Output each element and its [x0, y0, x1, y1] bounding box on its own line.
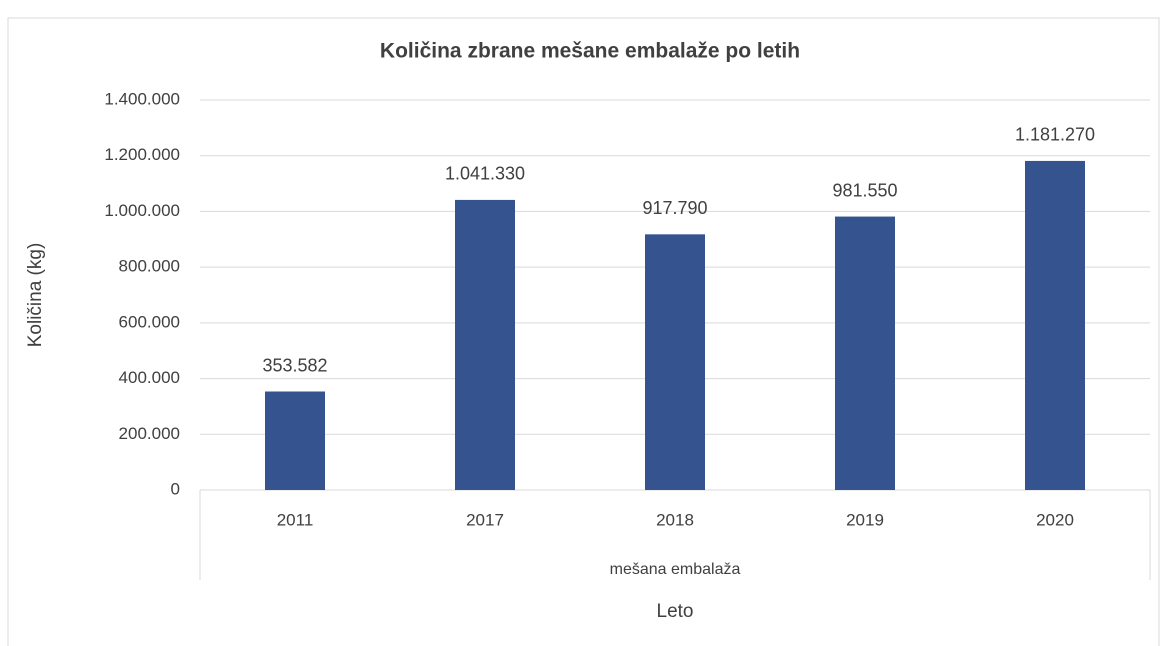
y-tick-label: 1.000.000 [104, 201, 180, 220]
data-label: 353.582 [262, 355, 327, 375]
x-tick-label: 2020 [1036, 510, 1074, 529]
y-tick-label: 1.200.000 [104, 145, 180, 164]
x-axis-title: Leto [657, 601, 694, 622]
data-label: 981.550 [832, 180, 897, 200]
x-tick-label: 2017 [466, 510, 504, 529]
y-tick-label: 800.000 [119, 257, 180, 276]
x-tick-label: 2019 [846, 510, 884, 529]
bar [645, 234, 705, 490]
bar [265, 391, 325, 490]
y-axis-title: Količina (kg) [25, 243, 46, 348]
chart-border [7, 17, 1160, 646]
y-tick-label: 1.400.000 [104, 89, 180, 108]
bar [1025, 160, 1085, 490]
category-group-label: mešana embalaža [610, 561, 741, 578]
y-tick-label: 600.000 [119, 312, 180, 331]
data-label: 917.790 [642, 198, 707, 218]
y-tick-label: 0 [171, 479, 180, 498]
x-tick-label: 2018 [656, 510, 694, 529]
y-tick-label: 200.000 [119, 424, 180, 443]
bar [455, 199, 515, 490]
bar [835, 216, 895, 490]
y-tick-label: 400.000 [119, 368, 180, 387]
x-tick-label: 2011 [277, 510, 314, 529]
data-label: 1.041.330 [445, 164, 525, 184]
data-label: 1.181.270 [1015, 125, 1095, 145]
chart-title: Količina zbrane mešane embalaže po letih [380, 40, 800, 63]
